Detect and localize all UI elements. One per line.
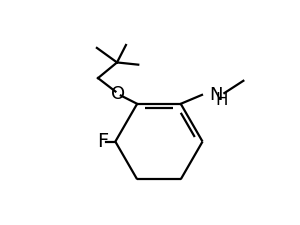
Text: H: H [215, 91, 228, 109]
Text: N: N [209, 86, 223, 104]
Text: F: F [98, 132, 109, 151]
Text: O: O [111, 85, 125, 103]
